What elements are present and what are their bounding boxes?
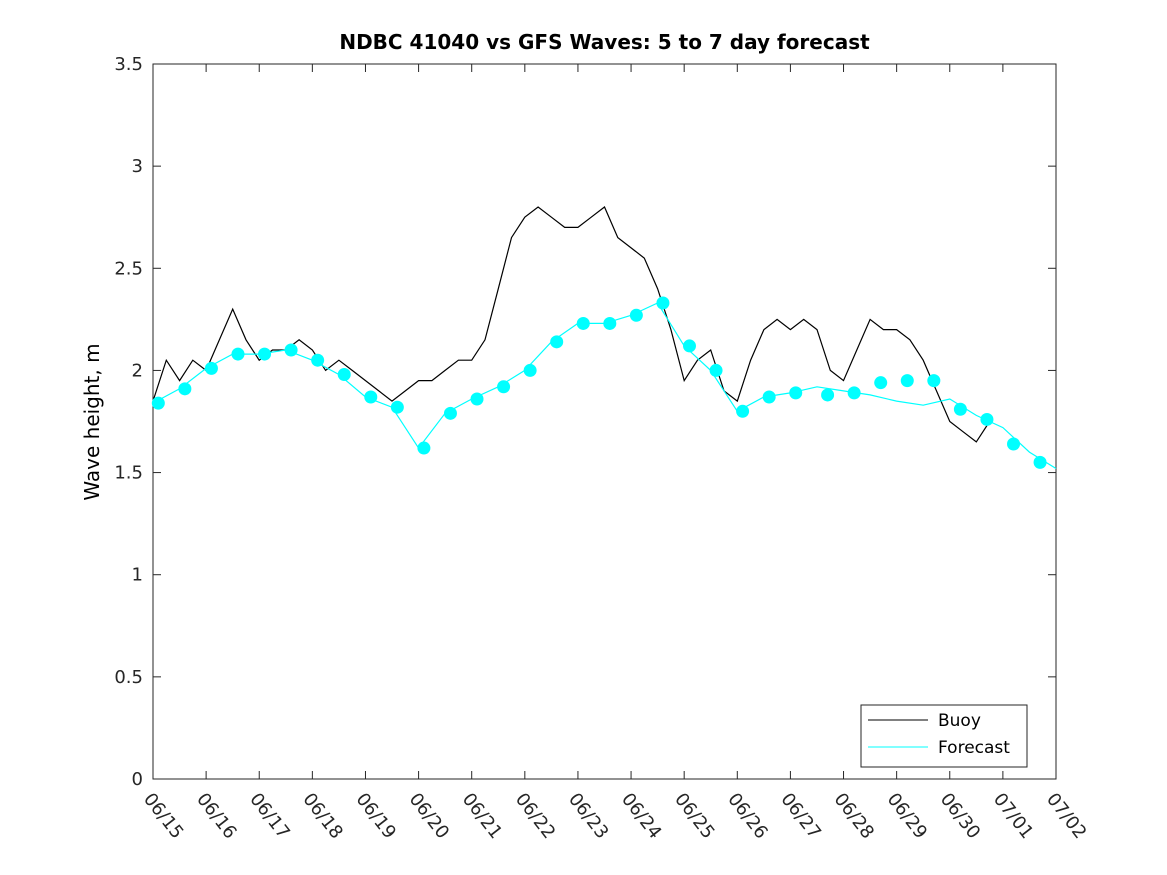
forecast-point — [900, 374, 914, 388]
forecast-point — [417, 441, 431, 455]
chart-title: NDBC 41040 vs GFS Waves: 5 to 7 day fore… — [339, 30, 870, 54]
y-tick-label: 1.5 — [114, 463, 143, 484]
x-tick-label: 06/24 — [617, 789, 665, 843]
x-tick-label: 06/28 — [830, 789, 878, 843]
forecast-point — [736, 404, 750, 418]
forecast-point — [576, 316, 590, 330]
x-tick-label: 06/29 — [883, 789, 931, 843]
forecast-point — [470, 392, 484, 406]
forecast-point — [523, 363, 537, 377]
forecast-point — [364, 390, 378, 404]
forecast-point — [231, 347, 245, 361]
y-tick-label: 0 — [132, 769, 143, 790]
x-tick-label: 07/02 — [1042, 789, 1090, 843]
x-tick-label: 06/17 — [245, 789, 293, 843]
series-layer — [151, 206, 1057, 470]
x-tick-label: 06/23 — [564, 789, 612, 843]
y-axis-ticks: 0 0.5 1 1.5 2 2.5 3 3.5 — [114, 54, 1056, 790]
y-tick-label: 3.5 — [114, 54, 143, 75]
forecast-point — [1033, 455, 1047, 469]
y-tick-label: 2.5 — [114, 258, 143, 279]
forecast-point — [311, 353, 325, 367]
legend-forecast-label: Forecast — [938, 738, 1010, 758]
x-tick-label: 06/15 — [139, 789, 187, 843]
x-tick-label: 07/01 — [989, 789, 1037, 843]
forecast-point — [682, 339, 696, 353]
forecast-point — [709, 363, 723, 377]
forecast-point — [980, 412, 994, 426]
x-tick-label: 06/21 — [458, 789, 506, 843]
y-axis-label: Wave height, m — [80, 343, 104, 501]
forecast-point — [629, 308, 643, 322]
x-tick-label: 06/16 — [192, 789, 240, 843]
y-tick-label: 2 — [132, 360, 143, 381]
forecast-point — [497, 380, 511, 394]
forecast-point — [603, 316, 617, 330]
y-tick-label: 0.5 — [114, 667, 143, 688]
forecast-point — [656, 296, 670, 310]
forecast-point — [874, 376, 888, 390]
x-tick-label: 06/22 — [511, 789, 559, 843]
legend-box — [860, 704, 1028, 768]
forecast-point — [204, 361, 218, 375]
forecast-point — [927, 374, 941, 388]
forecast-point — [258, 347, 272, 361]
forecast-point — [178, 382, 192, 396]
x-tick-label: 06/19 — [352, 789, 400, 843]
forecast-point — [789, 386, 803, 400]
x-tick-label: 06/18 — [298, 789, 346, 843]
y-tick-label: 1 — [132, 565, 143, 586]
forecast-point — [550, 335, 564, 349]
forecast-point — [762, 390, 776, 404]
x-tick-label: 06/26 — [723, 789, 771, 843]
forecast-point — [821, 388, 835, 402]
y-tick-label: 3 — [132, 156, 143, 177]
forecast-point — [151, 396, 165, 410]
forecast-point — [390, 400, 404, 414]
legend-buoy-label: Buoy — [938, 711, 981, 731]
forecast-point — [1007, 437, 1021, 451]
x-tick-label: 06/27 — [776, 789, 824, 843]
plot-area — [152, 63, 1057, 780]
forecast-point — [953, 402, 967, 416]
forecast-point — [847, 386, 861, 400]
legend: Buoy Forecast — [860, 704, 1028, 768]
forecast-point — [284, 343, 298, 357]
x-tick-label: 06/20 — [405, 789, 453, 843]
x-tick-label: 06/25 — [670, 789, 718, 843]
x-tick-label: 06/30 — [936, 789, 984, 843]
forecast-point — [443, 406, 457, 420]
forecast-point — [337, 368, 351, 382]
